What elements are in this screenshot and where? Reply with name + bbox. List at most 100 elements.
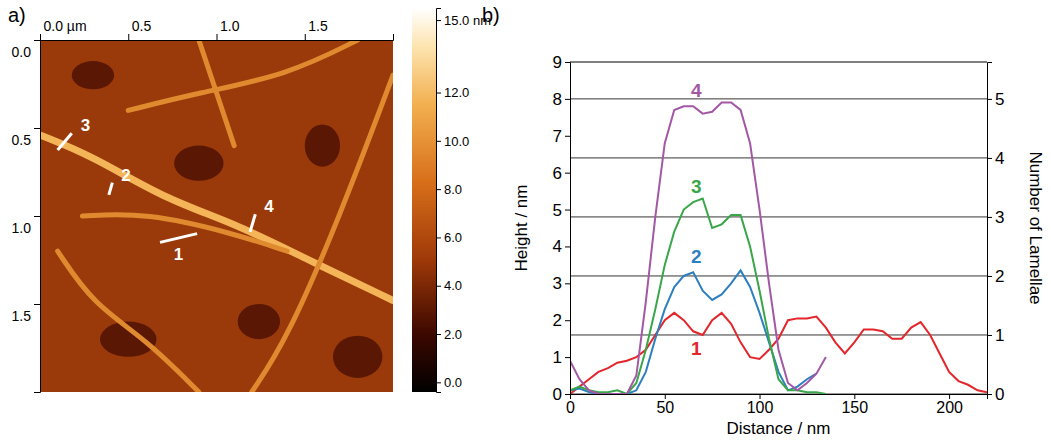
series-line (570, 270, 816, 394)
tick-label: 1 (553, 348, 562, 367)
tick-mark (987, 99, 992, 100)
tick: 3 (553, 274, 570, 293)
y-axis: 0123456789 (553, 53, 571, 404)
tick-label: 4 (553, 237, 562, 256)
tick: 1.5 (305, 18, 328, 40)
profile-line (58, 133, 72, 150)
series-line (570, 198, 826, 394)
profile-label: 4 (264, 197, 274, 216)
tick: 4.0 (436, 278, 462, 293)
tick: 12.0 (436, 85, 469, 100)
profile-line (160, 234, 197, 243)
tick: 5 (987, 90, 1004, 109)
plot-frame (570, 62, 987, 63)
tick-mark (40, 34, 41, 40)
panel-b: 12340501001502000123456789012345Distance… (512, 53, 1045, 438)
tick: 8 (553, 90, 570, 109)
tick: 3 (987, 208, 1004, 227)
image-texture (199, 40, 234, 146)
tick: 1.0 (12, 217, 40, 237)
tick: 0.5 (12, 129, 40, 149)
tick-label: 1.5 (12, 308, 32, 324)
tick-label: 0.5 (12, 132, 32, 148)
grid-line (570, 334, 987, 335)
tick: 0 (987, 385, 1004, 404)
tick-mark (436, 20, 441, 21)
image-texture (252, 75, 393, 392)
series-labels: 1234 (691, 80, 702, 359)
tick-mark (565, 394, 570, 395)
tick: 1.5 (12, 305, 40, 325)
image-texture (128, 40, 357, 110)
panel-a: 12340.0 µm0.51.01.50.00.51.01.50.02.04.0… (12, 8, 491, 393)
colorbar (412, 8, 436, 392)
tick: 8.0 (436, 182, 462, 197)
tick: 0.0 (436, 375, 462, 390)
tick-mark (565, 320, 570, 321)
panel-label: b) (482, 4, 500, 26)
tick-mark (949, 394, 950, 399)
tick-label: 0.0 (12, 44, 32, 60)
y-axis: 0.0 0.5 1.0 1.5 (12, 41, 41, 393)
series-label: 3 (691, 176, 702, 197)
tick-mark (34, 40, 40, 41)
afm-image (40, 40, 393, 392)
tick-mark (217, 34, 218, 40)
axis-line (34, 41, 41, 393)
tick-label: 0.5 (132, 18, 152, 34)
tick-label: 2 (553, 311, 562, 330)
image-texture (58, 251, 199, 392)
plot-area (570, 103, 987, 394)
tick-label: 4 (995, 149, 1004, 168)
y-axis-title: Height / nm (512, 185, 531, 272)
tick: 5 (553, 200, 570, 219)
tick-mark (987, 217, 992, 218)
tick-mark (987, 394, 992, 395)
tick-label: 2 (995, 267, 1004, 286)
grid-line (570, 157, 987, 158)
panel-label: a) (8, 4, 26, 26)
tick-label: 12.0 (444, 85, 469, 100)
tick: 4 (987, 149, 1004, 168)
tick: 6 (553, 164, 570, 183)
tick: 200 (936, 394, 963, 416)
tick-mark (565, 99, 570, 100)
tick-label: 1 (995, 326, 1004, 345)
tick: 7 (553, 127, 570, 146)
profile-line (250, 214, 255, 232)
axis-line (41, 34, 394, 41)
tick-mark (436, 286, 441, 287)
tick: 150 (841, 394, 868, 416)
tick-mark (436, 141, 441, 142)
tick-mark (436, 382, 441, 383)
profile-label: 2 (121, 166, 130, 185)
tick-mark (760, 394, 761, 399)
tick-mark (436, 334, 441, 335)
y2-axis: 0 1 2 3 4 5 (987, 63, 1004, 404)
tick-label: 1.5 (308, 18, 328, 34)
tick: 1 (553, 348, 570, 367)
tick: 2 (553, 311, 570, 330)
tick: 50 (656, 394, 674, 416)
tick: 0.0 µm (41, 18, 87, 40)
image-texture (72, 61, 114, 89)
tick: 0.0 (12, 41, 40, 61)
tick: 6.0 (436, 230, 462, 245)
tick-label: 7 (553, 127, 562, 146)
tick-label: 5 (553, 200, 562, 219)
image-texture (333, 336, 382, 378)
tick-mark (305, 34, 306, 40)
tick: 100 (747, 394, 774, 416)
tick-label: 0.0 µm (44, 18, 87, 34)
tick: 2.0 (436, 327, 462, 342)
tick-mark (565, 210, 570, 211)
tick-label: 6 (553, 164, 562, 183)
tick-label: 1.0 (220, 18, 240, 34)
axis-line (571, 395, 988, 400)
tick-label: 9 (553, 53, 562, 72)
tick-mark (565, 173, 570, 174)
tick-mark (34, 216, 40, 217)
x-axis: 050100150200 (566, 394, 987, 416)
profile-label: 3 (81, 116, 90, 135)
tick: 9 (553, 53, 570, 72)
